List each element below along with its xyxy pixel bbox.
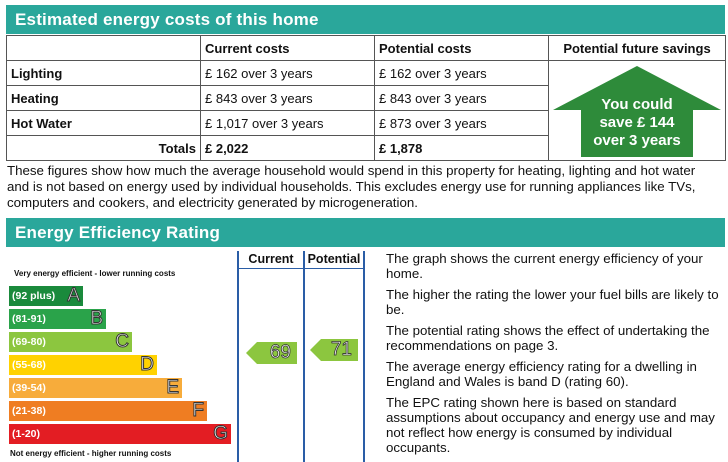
band-letter: D: [140, 354, 155, 375]
band-f: (21-38) F: [9, 400, 207, 421]
savings-line-1: You could: [601, 95, 673, 113]
energy-costs-table: Current costs Potential costs Potential …: [6, 35, 726, 161]
band-letter: B: [90, 308, 104, 329]
current-column-header: Current: [248, 252, 294, 266]
band-range: (81-91): [12, 313, 46, 325]
potential-costs-header: Potential costs: [374, 35, 549, 61]
column-divider: [303, 251, 305, 462]
top-note: Very energy efficient - lower running co…: [14, 269, 176, 278]
table-header-row: Current costs Potential costs Potential …: [6, 35, 726, 61]
efficiency-rating-chart: Current Potential Very energy efficient …: [6, 251, 378, 462]
explanation-paragraph: The potential rating shows the effect of…: [386, 323, 710, 353]
explanation-paragraph: The graph shows the current energy effic…: [386, 251, 703, 281]
column-header-rule: [237, 268, 365, 269]
explanation-paragraph: The average energy efficiency rating for…: [386, 359, 697, 389]
house-icon: [553, 65, 721, 157]
savings-house: You could save £ 144 over 3 years: [551, 63, 723, 159]
table-row: Heating £ 843 over 3 years £ 843 over 3 …: [6, 85, 726, 111]
band-letter: E: [166, 377, 180, 398]
band-range: (21-38): [12, 405, 46, 417]
band-b: (81-91) B: [9, 308, 106, 329]
band-a: (92 plus) A: [9, 285, 83, 306]
costs-explanation: These figures show how much the average …: [7, 163, 696, 210]
potential-arrow-shape: [310, 339, 358, 361]
band-letter: C: [115, 331, 130, 352]
potential-rating-value: 71: [330, 339, 352, 361]
row-label: Heating: [6, 85, 201, 111]
band-c: (69-80) C: [9, 331, 132, 352]
current-cost: £ 1,017 over 3 years: [200, 110, 375, 136]
potential-rating-indicator: 71: [310, 339, 358, 361]
potential-total: £ 1,878: [374, 135, 549, 161]
band-g: (1-20) G: [9, 423, 231, 444]
band-range: (69-80): [12, 336, 46, 348]
explanation-paragraph: The EPC rating shown here is based on st…: [386, 395, 715, 455]
row-label: Lighting: [6, 60, 201, 86]
band-range: (39-54): [12, 382, 46, 394]
energy-costs-heading: Estimated energy costs of this home: [6, 5, 725, 34]
blank-header: [6, 35, 201, 61]
current-arrow-shape: [246, 342, 297, 364]
totals-row: Totals £ 2,022 £ 1,878: [6, 135, 726, 161]
band-letter: F: [192, 400, 205, 421]
band-letter: A: [67, 285, 81, 306]
savings-line-3: over 3 years: [593, 131, 681, 149]
current-cost: £ 162 over 3 years: [200, 60, 375, 86]
band-range: (92 plus): [12, 290, 56, 302]
savings-cell: You could save £ 144 over 3 years: [548, 60, 726, 161]
column-divider: [363, 251, 365, 462]
efficiency-rating-heading: Energy Efficiency Rating: [6, 218, 725, 247]
band-range: (55-68): [12, 359, 46, 371]
column-divider: [237, 251, 239, 462]
band-letter: G: [213, 423, 229, 444]
current-total: £ 2,022: [200, 135, 375, 161]
potential-cost: £ 843 over 3 years: [374, 85, 549, 111]
potential-cost: £ 162 over 3 years: [374, 60, 549, 86]
totals-label: Totals: [6, 135, 201, 161]
table-row: Hot Water £ 1,017 over 3 years £ 873 ove…: [6, 110, 726, 136]
bottom-note: Not energy efficient - higher running co…: [10, 449, 172, 458]
potential-cost: £ 873 over 3 years: [374, 110, 549, 136]
band-range: (1-20): [12, 428, 41, 440]
row-label: Hot Water: [6, 110, 201, 136]
band-e: (39-54) E: [9, 377, 182, 398]
explanation-paragraph: The higher the rating the lower your fue…: [386, 287, 719, 317]
potential-column-header: Potential: [307, 252, 361, 266]
savings-text: You could save £ 144 over 3 years: [551, 96, 723, 150]
current-cost: £ 843 over 3 years: [200, 85, 375, 111]
current-rating-indicator: 69: [246, 342, 297, 364]
table-row: Lighting £ 162 over 3 years £ 162 over 3…: [6, 60, 726, 161]
current-costs-header: Current costs: [200, 35, 375, 61]
savings-line-2: save £ 144: [599, 113, 675, 131]
potential-savings-header: Potential future savings: [548, 35, 726, 61]
rating-explanation: The graph shows the current energy effic…: [386, 251, 724, 461]
band-d: (55-68) D: [9, 354, 157, 375]
current-rating-value: 69: [269, 342, 291, 364]
